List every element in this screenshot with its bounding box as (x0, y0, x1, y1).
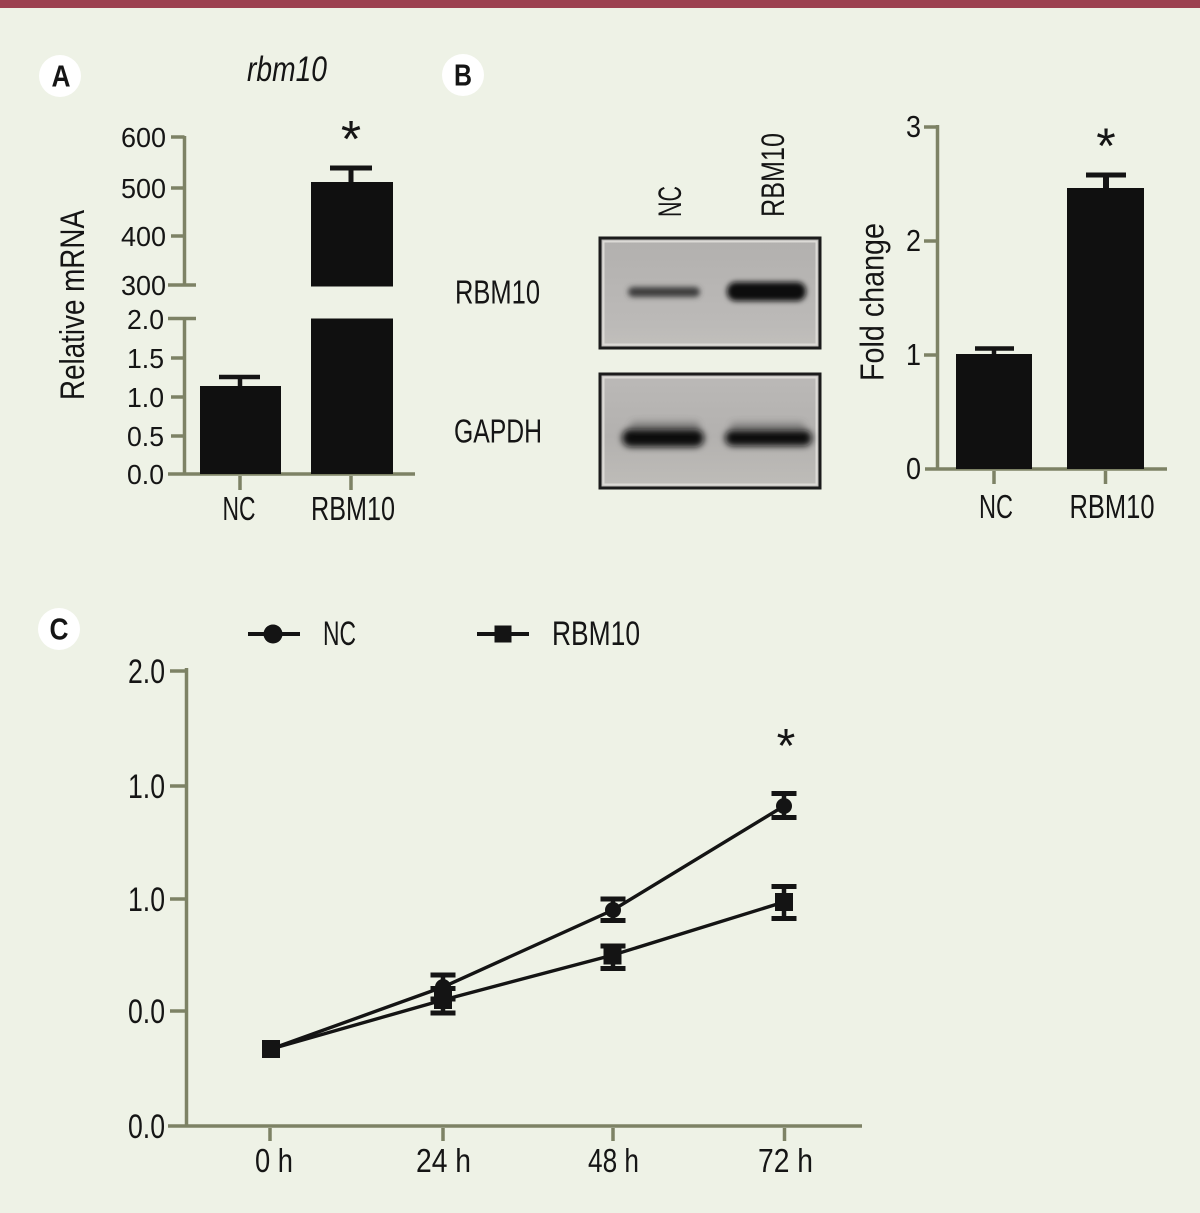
svg-text:Fold change: Fold change (854, 223, 891, 381)
svg-text:2.0: 2.0 (127, 304, 164, 335)
svg-text:NC: NC (652, 186, 688, 217)
svg-text:400: 400 (121, 221, 166, 252)
svg-text:0.0: 0.0 (127, 459, 164, 490)
svg-text:0.0: 0.0 (128, 1108, 165, 1146)
svg-text:1.0: 1.0 (128, 768, 165, 806)
svg-text:0: 0 (906, 451, 921, 486)
svg-text:1.0: 1.0 (127, 382, 164, 413)
svg-text:0.5: 0.5 (127, 421, 164, 452)
svg-text:RBM10: RBM10 (311, 491, 395, 528)
svg-text:B: B (454, 58, 472, 93)
svg-text:RBM10: RBM10 (552, 615, 640, 653)
svg-text:*: * (777, 720, 796, 773)
svg-text:A: A (52, 59, 71, 94)
svg-text:*: * (341, 111, 361, 169)
svg-text:500: 500 (121, 173, 166, 204)
svg-text:NC: NC (323, 615, 356, 653)
svg-text:0 h: 0 h (255, 1142, 293, 1179)
svg-text:C: C (50, 612, 69, 647)
svg-text:*: * (1096, 118, 1115, 174)
svg-text:0.0: 0.0 (128, 993, 165, 1031)
svg-text:GAPDH: GAPDH (454, 413, 542, 450)
svg-text:2: 2 (906, 223, 921, 258)
svg-text:RBM10: RBM10 (455, 274, 540, 311)
svg-text:72 h: 72 h (758, 1142, 813, 1179)
svg-text:2.0: 2.0 (128, 653, 165, 691)
svg-text:300: 300 (121, 270, 166, 301)
svg-text:48 h: 48 h (588, 1142, 639, 1179)
svg-text:RBM10: RBM10 (1070, 489, 1155, 526)
svg-text:1.0: 1.0 (128, 881, 165, 919)
svg-text:NC: NC (979, 489, 1013, 526)
svg-text:RBM10: RBM10 (755, 133, 791, 217)
svg-text:3: 3 (906, 109, 921, 144)
svg-text:1.5: 1.5 (127, 343, 164, 374)
svg-text:1: 1 (906, 337, 921, 372)
svg-text:Relative mRNA: Relative mRNA (54, 210, 92, 400)
svg-text:NC: NC (223, 491, 256, 528)
svg-text:600: 600 (121, 122, 166, 153)
svg-text:24 h: 24 h (416, 1142, 471, 1179)
svg-text:rbm10: rbm10 (247, 50, 327, 89)
